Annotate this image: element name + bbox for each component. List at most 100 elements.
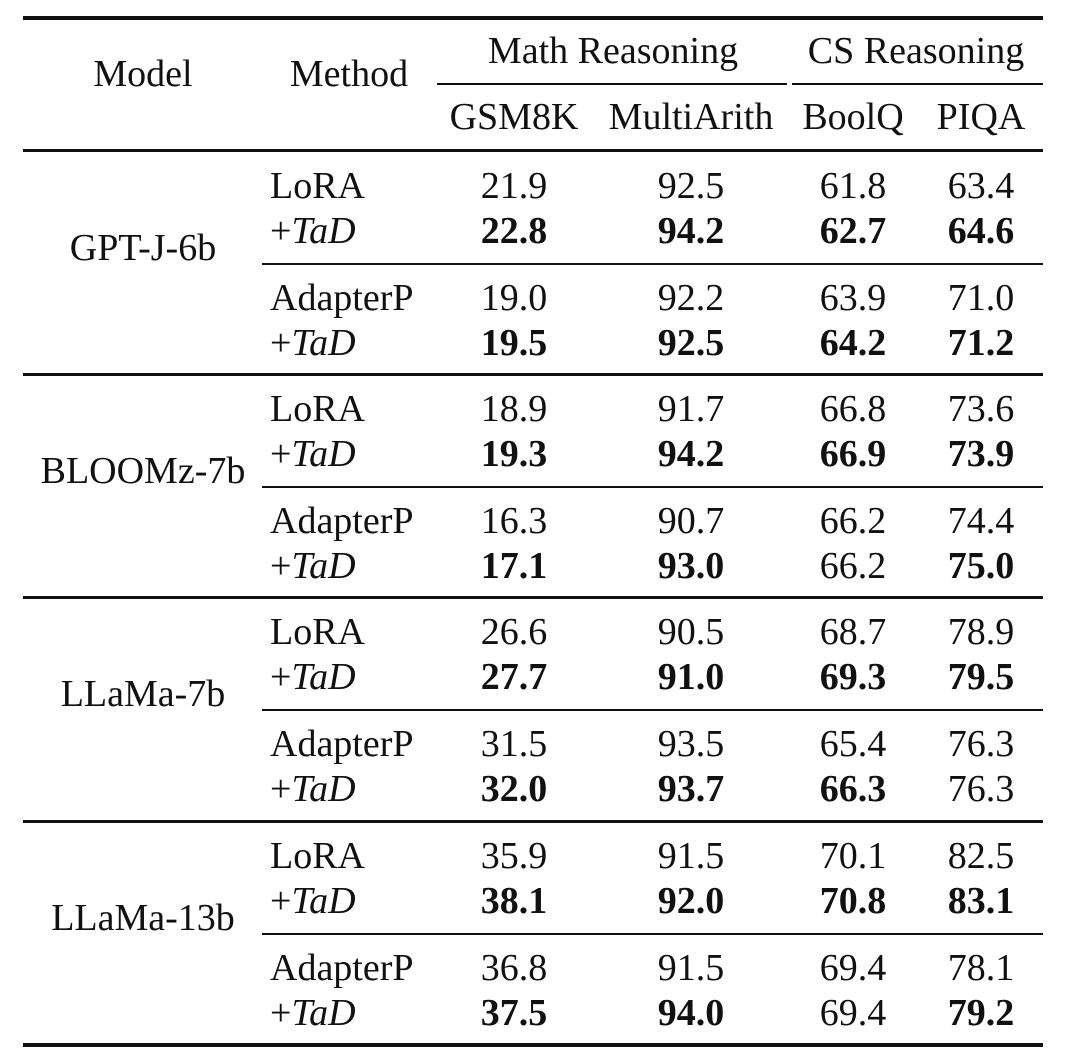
table-cell: 76.3: [947, 768, 1015, 810]
table-cell: 26.6: [480, 611, 548, 653]
method-label: AdapterP: [270, 500, 414, 542]
method-label: AdapterP: [270, 277, 414, 319]
tad-method-label: +TaD: [270, 993, 356, 1033]
tad-prefix: +: [270, 992, 292, 1034]
table-cell-best: 38.1: [480, 880, 548, 922]
header-gsm8k: GSM8K: [449, 96, 579, 138]
tad-method-label: +TaD: [270, 323, 356, 363]
tad-prefix: +: [270, 656, 292, 698]
tad-name: TaD: [291, 768, 356, 810]
table-cell-best: 66.3: [819, 768, 887, 810]
tad-prefix: +: [270, 210, 292, 252]
table-cell-best: 62.7: [819, 210, 887, 252]
table-cell-best: 69.3: [819, 656, 887, 698]
table-cell: 91.7: [657, 388, 725, 430]
table-cell: 91.5: [657, 835, 725, 877]
table-cell-best: 93.0: [657, 545, 725, 587]
tad-method-label: +TaD: [270, 546, 356, 586]
table-cell-best: 94.2: [657, 433, 725, 475]
table-cell-best: 64.2: [819, 322, 887, 364]
method-label: LoRA: [270, 165, 365, 207]
block-separator: [262, 709, 1043, 711]
table-cell: 82.5: [947, 835, 1015, 877]
tad-name: TaD: [291, 210, 356, 252]
tad-method-label: +TaD: [270, 881, 356, 921]
table-cell-best: 79.2: [947, 992, 1015, 1034]
tad-prefix: +: [270, 768, 292, 810]
tad-name: TaD: [291, 322, 356, 364]
top-rule: [23, 16, 1043, 20]
group-separator: [23, 373, 1043, 376]
table-cell: 21.9: [480, 165, 548, 207]
table-cell: 63.4: [947, 165, 1015, 207]
table-cell-best: 64.6: [947, 210, 1015, 252]
table-cell-best: 19.5: [480, 322, 548, 364]
table-cell: 90.7: [657, 500, 725, 542]
header-math-reasoning: Math Reasoning: [487, 30, 739, 72]
group-separator: [23, 596, 1043, 599]
bottom-rule: [23, 1043, 1043, 1047]
table-cell-best: 93.7: [657, 768, 725, 810]
table-cell: 68.7: [819, 611, 887, 653]
table-cell: 74.4: [947, 500, 1015, 542]
tad-name: TaD: [291, 880, 356, 922]
table-cell-best: 75.0: [947, 545, 1015, 587]
table-cell: 35.9: [480, 835, 548, 877]
method-label: LoRA: [270, 388, 365, 430]
table-cell-best: 37.5: [480, 992, 548, 1034]
table-cell-best: 17.1: [480, 545, 548, 587]
tad-prefix: +: [270, 545, 292, 587]
table-cell: 69.4: [819, 947, 887, 989]
tad-name: TaD: [291, 992, 356, 1034]
table-cell: 18.9: [480, 388, 548, 430]
table-cell: 92.2: [657, 277, 725, 319]
tad-name: TaD: [291, 433, 356, 475]
table-cell: 31.5: [480, 723, 548, 765]
header-rule: [23, 149, 1043, 152]
cs-reasoning-underline: [792, 83, 1043, 85]
group-separator: [23, 820, 1043, 823]
table-cell-best: 79.5: [947, 656, 1015, 698]
table-cell-best: 32.0: [480, 768, 548, 810]
table-cell: 70.1: [819, 835, 887, 877]
tad-prefix: +: [270, 880, 292, 922]
header-boolq: BoolQ: [802, 96, 904, 138]
header-model: Model: [93, 53, 193, 95]
model-label: LLaMa-13b: [51, 897, 235, 939]
table-cell: 73.6: [947, 388, 1015, 430]
table-cell: 61.8: [819, 165, 887, 207]
table-cell: 78.1: [947, 947, 1015, 989]
tad-prefix: +: [270, 433, 292, 475]
table-cell: 19.0: [480, 277, 548, 319]
block-separator: [262, 933, 1043, 935]
math-reasoning-underline: [437, 83, 787, 85]
method-label: LoRA: [270, 835, 365, 877]
block-separator: [262, 486, 1043, 488]
table-cell-best: 66.9: [819, 433, 887, 475]
method-label: AdapterP: [270, 723, 414, 765]
header-cs-reasoning: CS Reasoning: [807, 30, 1025, 72]
table-cell: 16.3: [480, 500, 548, 542]
table-cell: 63.9: [819, 277, 887, 319]
model-label: BLOOMz-7b: [40, 450, 246, 492]
model-label: GPT-J-6b: [69, 227, 217, 269]
table-cell: 66.8: [819, 388, 887, 430]
table-cell-best: 92.5: [657, 322, 725, 364]
table-cell: 66.2: [819, 545, 887, 587]
tad-prefix: +: [270, 322, 292, 364]
block-separator: [262, 263, 1043, 265]
table-cell: 69.4: [819, 992, 887, 1034]
table-cell-best: 94.0: [657, 992, 725, 1034]
table-cell: 71.0: [947, 277, 1015, 319]
table-cell: 78.9: [947, 611, 1015, 653]
table-cell: 90.5: [657, 611, 725, 653]
tad-method-label: +TaD: [270, 657, 356, 697]
table-cell: 65.4: [819, 723, 887, 765]
tad-name: TaD: [291, 545, 356, 587]
table-cell: 66.2: [819, 500, 887, 542]
table-cell-best: 27.7: [480, 656, 548, 698]
table-cell-best: 92.0: [657, 880, 725, 922]
tad-method-label: +TaD: [270, 769, 356, 809]
table-cell-best: 73.9: [947, 433, 1015, 475]
table-cell: 92.5: [657, 165, 725, 207]
